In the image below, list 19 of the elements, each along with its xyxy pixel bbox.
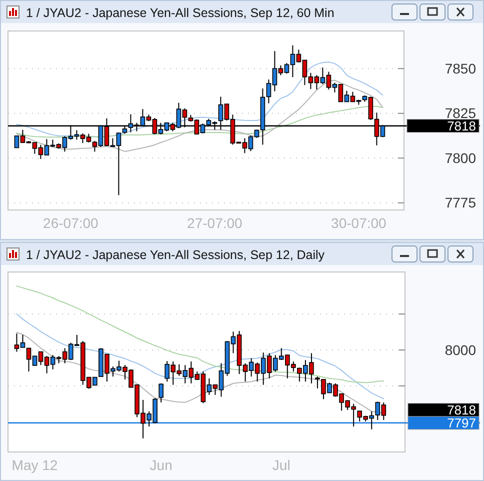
x-tick-label: 26-07:00 (43, 215, 99, 231)
line-series (16, 314, 384, 400)
x-tick-label: Jul (272, 457, 290, 473)
y-tick-label: 7800 (444, 150, 476, 166)
candlestick (158, 382, 164, 403)
ref-line-label: 7818 (447, 118, 476, 134)
y-tick-label: 7850 (444, 60, 476, 76)
x-tick-label: Jun (150, 457, 172, 473)
line-series (16, 286, 384, 384)
x-tick-label: 27-07:00 (187, 215, 243, 231)
y-tick-label: 7825 (444, 105, 476, 122)
text: 7818 (447, 402, 476, 418)
x-tick-label: May 12 (12, 457, 58, 473)
x-tick-label: 30-07:00 (331, 215, 387, 231)
y-tick-label: 7797 (447, 416, 476, 431)
chart-title: 1 / JYAU2 - Japanese Yen-All Sessions, Sep 12, Daily (26, 248, 326, 262)
chart-title: 1 / JYAU2 - Japanese Yen-All Sessions, Sep 12, 60 Min (26, 6, 334, 20)
y-tick-label: 8000 (444, 342, 476, 358)
y-tick-label: 7775 (444, 194, 476, 211)
